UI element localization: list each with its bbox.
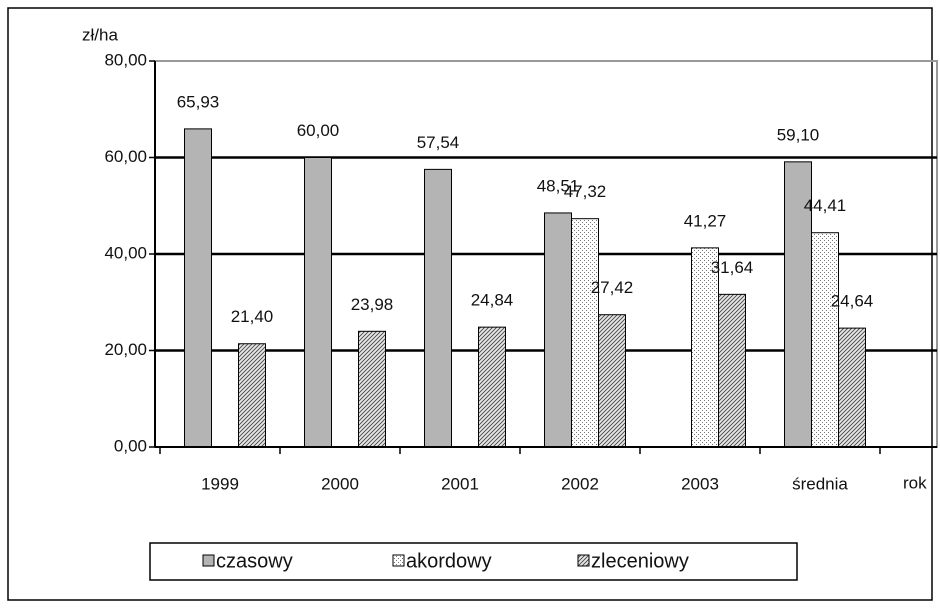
value-label: 44,41: [804, 196, 847, 215]
bar: [838, 327, 866, 448]
value-label: 59,10: [777, 125, 820, 144]
x-tick-label: 2002: [561, 474, 599, 493]
legend-swatch: [202, 554, 215, 567]
value-label: 65,93: [177, 92, 220, 111]
value-label: 41,27: [684, 211, 727, 230]
bar: [811, 232, 839, 448]
y-axis-label: zł/ha: [82, 25, 118, 44]
y-tick-label: 80,00: [104, 50, 147, 69]
value-label: 24,64: [831, 292, 874, 311]
bar: [598, 314, 626, 448]
value-label: 48,51: [537, 176, 580, 195]
bar: [784, 161, 812, 448]
y-tick-label: 20,00: [104, 340, 147, 359]
bar: [691, 247, 719, 448]
x-tick-label: 2003: [681, 474, 719, 493]
bar: [184, 128, 212, 448]
bar: [571, 218, 599, 448]
y-tick-label: 0,00: [114, 436, 147, 455]
value-label: 21,40: [231, 307, 274, 326]
bar: [304, 157, 332, 448]
legend-label: akordowy: [406, 550, 492, 572]
bar: [544, 212, 572, 448]
legend: [149, 542, 798, 581]
bar: [718, 293, 746, 448]
y-tick-label: 60,00: [104, 147, 147, 166]
bar: [238, 343, 266, 448]
x-tick-label: 1999: [201, 474, 239, 493]
legend-swatch: [577, 554, 590, 567]
legend-swatch: [392, 554, 405, 567]
bar: [358, 330, 386, 448]
value-label: 24,84: [471, 291, 514, 310]
value-label: 31,64: [711, 258, 754, 277]
x-tick-label: 2000: [321, 474, 359, 493]
x-tick-label: 2001: [441, 474, 479, 493]
value-label: 23,98: [351, 295, 394, 314]
frame: [7, 7, 933, 601]
value-label: 47,32: [564, 182, 607, 201]
legend-label: zleceniowy: [591, 550, 689, 572]
x-tick-label: średnia: [792, 474, 848, 493]
value-label: 60,00: [297, 121, 340, 140]
bar: [424, 168, 452, 448]
x-axis-label: rok: [903, 473, 927, 492]
value-label: 57,54: [417, 133, 460, 152]
y-tick-label: 40,00: [104, 243, 147, 262]
bar: [478, 326, 506, 448]
legend-label: czasowy: [216, 550, 293, 572]
value-label: 27,42: [591, 278, 634, 297]
